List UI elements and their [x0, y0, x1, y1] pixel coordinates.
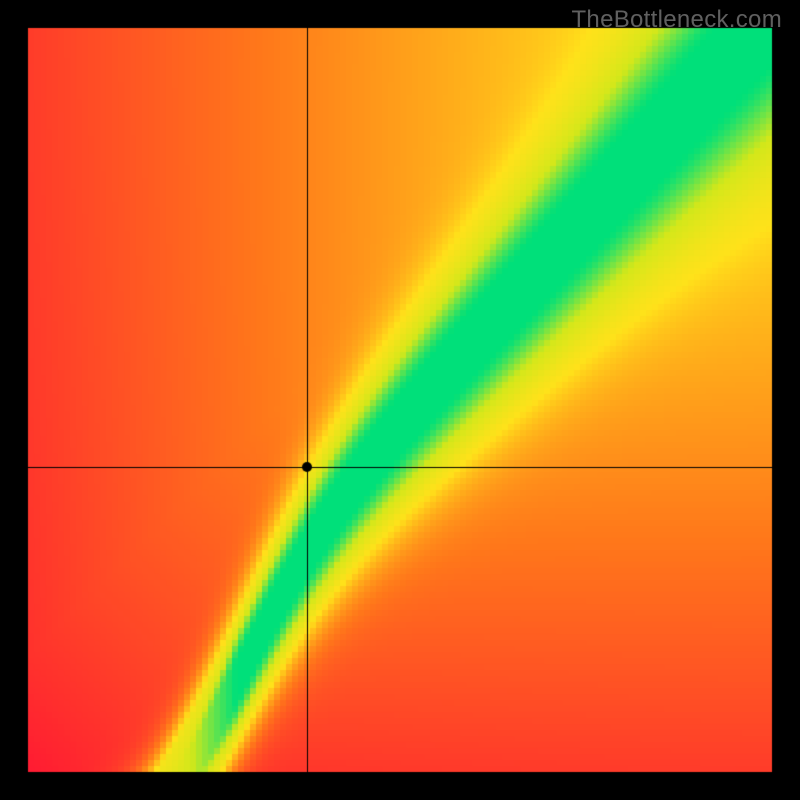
watermark-text: TheBottleneck.com — [571, 6, 782, 34]
chart-container: TheBottleneck.com — [0, 0, 800, 800]
heatmap-canvas — [0, 0, 800, 800]
